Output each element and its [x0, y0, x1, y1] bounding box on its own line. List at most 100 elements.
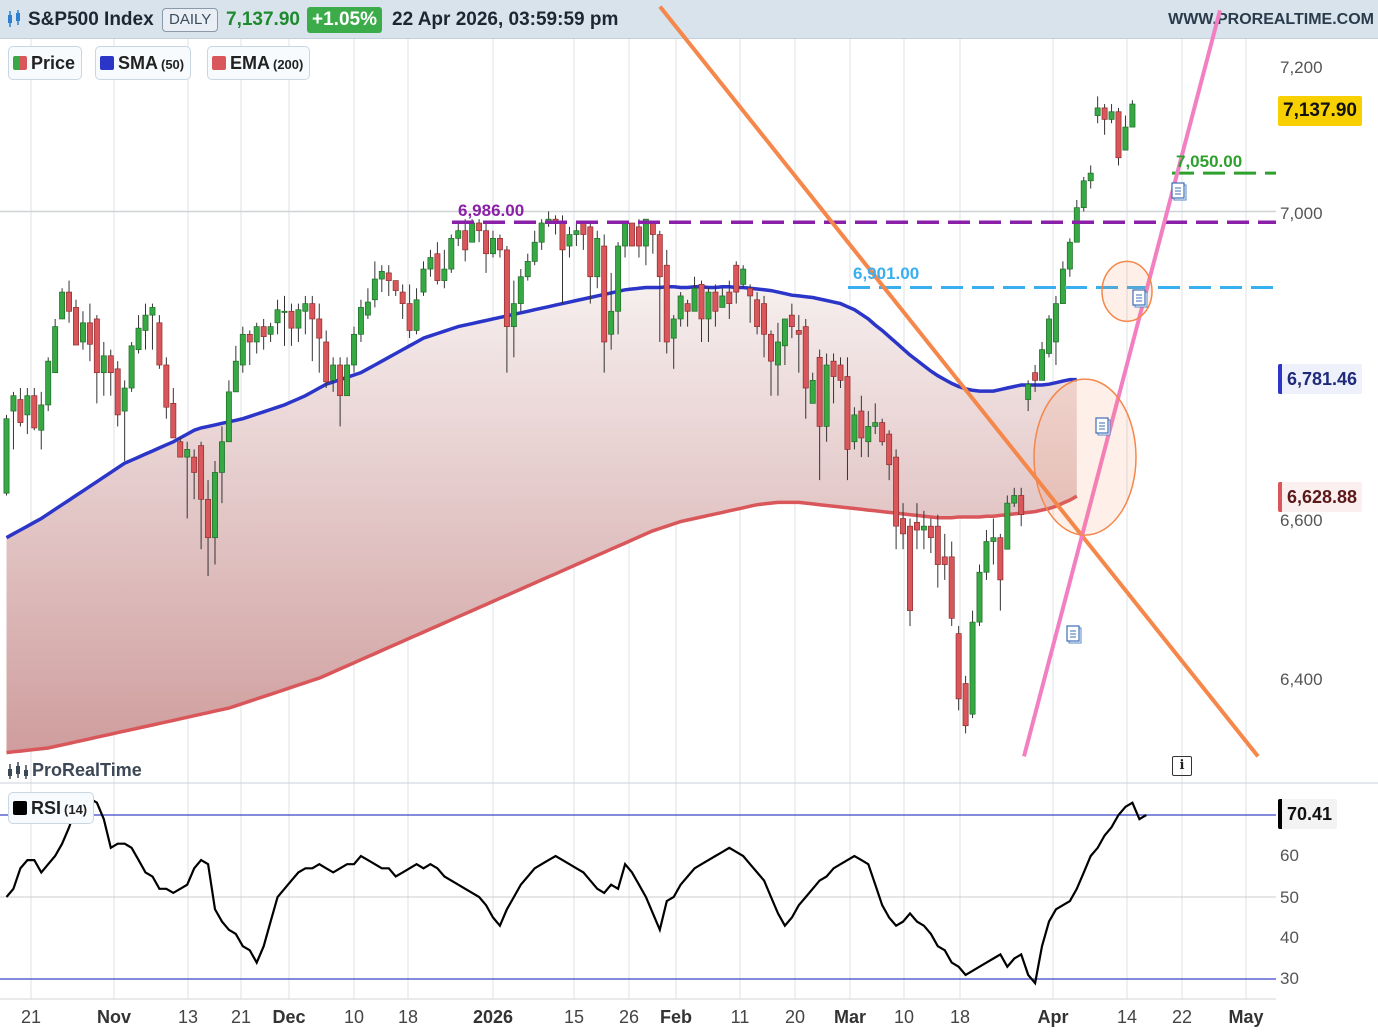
candle-body: [983, 541, 990, 573]
candle-body: [698, 284, 705, 320]
candle-body: [844, 376, 851, 450]
candle-body: [858, 410, 865, 439]
candle-body: [1087, 172, 1094, 182]
watermark: ProRealTime: [6, 758, 142, 781]
uptrend-line[interactable]: [1022, 9, 1222, 757]
candle-body: [406, 303, 413, 331]
highlight-ellipse[interactable]: [1033, 378, 1137, 536]
candle-body: [948, 556, 955, 619]
ema-badge: 6,628.88: [1278, 482, 1363, 512]
price-swatch-icon: [13, 56, 27, 70]
candle-body: [740, 268, 747, 285]
candle-body: [24, 395, 31, 416]
candle-body: [66, 291, 72, 312]
candle-body: [420, 268, 427, 293]
legend-sma-param: (50): [161, 57, 185, 72]
candle-body: [288, 310, 295, 329]
candle-body: [323, 341, 330, 383]
candle-body: [816, 356, 823, 427]
x-tick: 21: [230, 1007, 252, 1027]
downtrend-line[interactable]: [658, 5, 1260, 758]
x-tick: Mar: [833, 1007, 867, 1027]
candle-body: [330, 364, 337, 381]
candle-body: [337, 364, 344, 397]
candle-body: [135, 327, 142, 351]
candle-body: [149, 307, 156, 316]
candle-body: [364, 301, 371, 316]
note-icon: [1132, 289, 1148, 308]
candle-body: [934, 525, 941, 565]
candle-body: [913, 521, 920, 531]
candle-body: [886, 433, 893, 466]
rsi-y-tick: 30: [1280, 969, 1299, 988]
prorealtime-logo-icon: [8, 762, 28, 779]
candle-body: [142, 314, 149, 331]
legend-price[interactable]: Price: [8, 46, 83, 80]
candle-body: [86, 322, 93, 345]
candle-body: [795, 330, 802, 335]
candle-body: [295, 309, 302, 329]
candle-body: [219, 441, 225, 473]
candle-body: [754, 299, 761, 327]
candle-body: [73, 307, 79, 346]
candle-body: [830, 360, 837, 377]
candle-body: [768, 333, 774, 362]
candle-body: [1052, 303, 1059, 343]
candle-body: [427, 257, 434, 270]
candle-body: [642, 218, 649, 247]
candle-body: [205, 498, 211, 539]
candle-body: [170, 403, 177, 439]
candle-body: [462, 230, 469, 251]
candle-body: [107, 355, 114, 374]
candle-body: [483, 230, 490, 255]
candle-body: [497, 238, 503, 251]
candle-body: [1108, 111, 1115, 120]
candle-body: [212, 472, 218, 539]
candle-body: [476, 222, 483, 232]
sma-swatch-icon: [100, 56, 114, 70]
candle-body: [1129, 103, 1136, 128]
candle-body: [517, 276, 524, 304]
candle-body: [969, 621, 976, 715]
instrument-name[interactable]: S&P500 Index: [28, 9, 154, 30]
x-tick: 11: [730, 1007, 750, 1027]
candle-body: [434, 253, 441, 281]
candle-body: [503, 249, 510, 327]
candle-body: [962, 683, 969, 727]
x-tick: May: [1228, 1007, 1264, 1027]
candle-body: [253, 326, 260, 343]
candle-body: [684, 303, 691, 312]
candle-body: [191, 456, 198, 473]
candle-body: [677, 295, 684, 320]
candle-body: [358, 307, 364, 335]
period-selector[interactable]: DAILY: [162, 8, 219, 32]
legend-rsi[interactable]: RSI (14): [8, 792, 95, 824]
candle-body: [774, 341, 781, 366]
note-icon: [1095, 417, 1111, 436]
candle-body: [747, 287, 754, 297]
last-price: 7,137.90: [226, 9, 300, 30]
candle-body: [246, 333, 253, 343]
candle-body: [163, 364, 170, 408]
candle-body: [260, 326, 267, 337]
candle-body: [100, 355, 107, 374]
candle-body: [448, 238, 455, 270]
rsi-swatch-icon: [13, 801, 27, 815]
candle-body: [837, 364, 844, 381]
legend-ema[interactable]: EMA (200): [207, 46, 311, 80]
rsi-badge: 70.41: [1278, 799, 1338, 829]
y-tick: 7,200: [1280, 58, 1323, 77]
candle-body: [232, 360, 239, 393]
candle-body: [670, 318, 677, 339]
candle-body: [510, 303, 517, 327]
candle-body: [413, 299, 420, 331]
legend-sma[interactable]: SMA (50): [95, 46, 192, 80]
info-icon[interactable]: i: [1172, 756, 1192, 776]
candle-body: [10, 395, 17, 412]
candle-body: [3, 418, 10, 494]
candle-body: [691, 287, 698, 312]
x-tick: 26: [618, 1007, 640, 1027]
candle-body: [1094, 107, 1101, 116]
notes: [1066, 182, 1187, 644]
